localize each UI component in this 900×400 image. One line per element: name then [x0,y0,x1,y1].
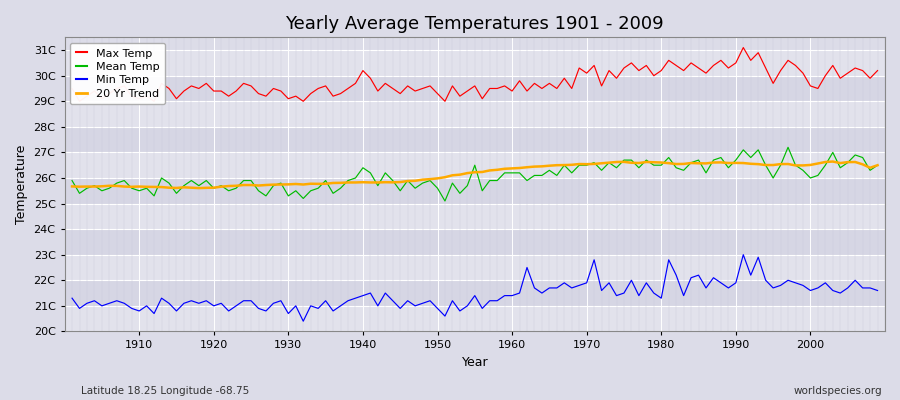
Bar [65,127,885,152]
Bar [65,280,885,306]
Bar [65,229,885,255]
Bar [65,101,885,127]
Bar [65,255,885,280]
Text: Latitude 18.25 Longitude -68.75: Latitude 18.25 Longitude -68.75 [81,386,249,396]
Title: Yearly Average Temperatures 1901 - 2009: Yearly Average Temperatures 1901 - 2009 [285,15,664,33]
X-axis label: Year: Year [462,356,488,369]
Bar [65,152,885,178]
Bar [65,50,885,76]
Bar [65,178,885,204]
Bar [65,76,885,101]
Legend: Max Temp, Mean Temp, Min Temp, 20 Yr Trend: Max Temp, Mean Temp, Min Temp, 20 Yr Tre… [70,43,165,104]
Y-axis label: Temperature: Temperature [15,145,28,224]
Bar [65,306,885,332]
Bar [65,204,885,229]
Text: worldspecies.org: worldspecies.org [794,386,882,396]
